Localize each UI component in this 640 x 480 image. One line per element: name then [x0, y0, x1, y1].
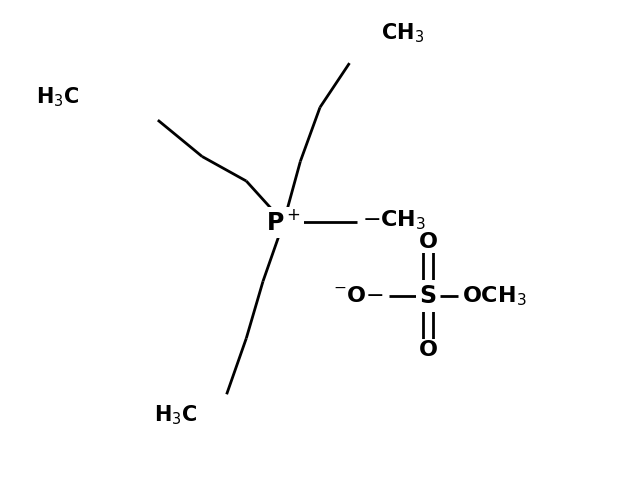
Text: OCH$_3$: OCH$_3$ — [463, 284, 527, 308]
Text: CH$_3$: CH$_3$ — [381, 22, 424, 46]
Text: H$_3$C: H$_3$C — [36, 86, 79, 109]
Text: O: O — [419, 232, 438, 252]
Text: H$_3$C: H$_3$C — [154, 403, 197, 427]
Text: $^{-}$O$-$: $^{-}$O$-$ — [333, 286, 384, 306]
Text: O: O — [419, 340, 438, 360]
Text: S: S — [420, 284, 436, 308]
Text: P$^+$: P$^+$ — [266, 210, 301, 235]
Text: $-$CH$_3$: $-$CH$_3$ — [362, 208, 426, 232]
